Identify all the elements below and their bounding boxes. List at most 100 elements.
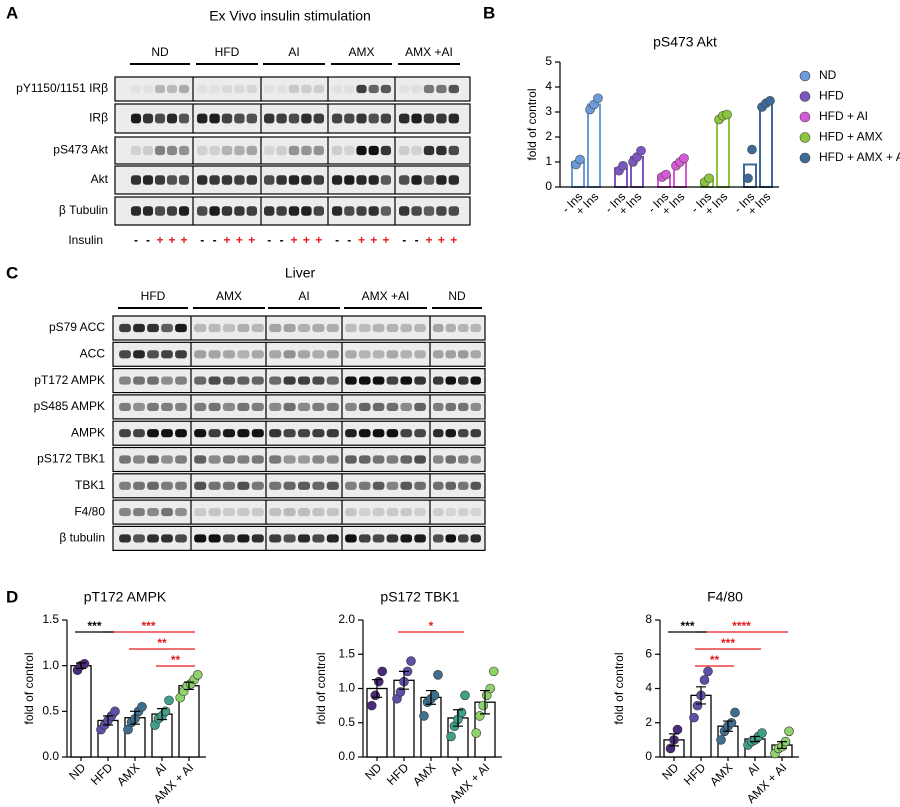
row-label: β tubulin — [59, 531, 105, 545]
blot-band — [414, 323, 426, 333]
data-point — [704, 173, 714, 184]
blot-band — [269, 350, 282, 359]
blot-band — [445, 376, 456, 385]
blot-band — [208, 323, 221, 333]
blot-band — [398, 84, 410, 94]
blot-band — [246, 145, 258, 156]
y-axis-label: fold of control — [525, 88, 539, 160]
blot-band — [380, 113, 392, 124]
blot-band — [161, 376, 173, 385]
blot-band — [301, 113, 312, 124]
blot-band — [175, 508, 187, 517]
blot-band — [237, 508, 250, 517]
legend-marker — [799, 91, 811, 102]
blot-band — [263, 145, 275, 156]
blot-band — [400, 429, 413, 438]
blot-band — [222, 508, 236, 517]
blot-band — [234, 113, 245, 124]
blot-band — [209, 175, 220, 185]
blot-band — [283, 429, 296, 438]
x-tick-label: AI — [447, 760, 465, 778]
blot-band — [222, 455, 236, 464]
data-point — [164, 695, 174, 706]
blot-band — [283, 350, 296, 359]
blot-band — [356, 84, 367, 94]
blot-band — [445, 508, 456, 517]
blot-band — [221, 84, 233, 94]
blot-band — [331, 84, 343, 94]
error-bar — [453, 709, 463, 727]
data-point — [722, 109, 732, 120]
blot-band — [166, 113, 178, 124]
x-tick-label: AI — [744, 760, 762, 778]
data-point — [765, 95, 775, 106]
data-point — [366, 700, 377, 711]
blot-band — [356, 113, 367, 124]
blot-band — [133, 481, 145, 490]
blot-band — [386, 534, 399, 543]
y-tick-label: 2 — [545, 129, 552, 143]
blot-band — [414, 455, 426, 464]
blot-band — [331, 175, 343, 185]
blot-band — [222, 376, 236, 385]
blot-band — [119, 481, 131, 490]
y-tick-label: 1.5 — [42, 612, 59, 626]
data-point — [110, 706, 120, 717]
blot-band — [445, 402, 456, 411]
blot-band — [297, 429, 311, 438]
blot-band — [386, 455, 399, 464]
blot-band — [313, 145, 325, 156]
blot-band — [331, 206, 343, 216]
blot-band — [470, 350, 481, 359]
blot-band — [358, 376, 371, 385]
blot-band — [269, 481, 282, 490]
blot-band — [276, 145, 287, 156]
x-tick-label: AI — [151, 760, 169, 778]
blot-band — [283, 323, 296, 333]
blot-band — [448, 175, 460, 185]
blot-band — [251, 350, 264, 359]
blot-band — [276, 175, 287, 185]
blot-band — [326, 508, 339, 517]
insulin-sign: - — [213, 233, 217, 247]
blot-band — [400, 455, 413, 464]
blot-band — [178, 206, 190, 216]
group-label: AMX — [348, 45, 374, 59]
data-point — [478, 700, 489, 711]
blot-band — [331, 113, 343, 124]
blot-band — [386, 376, 399, 385]
blot-band — [448, 113, 460, 124]
y-tick-label: 4 — [545, 79, 552, 93]
data-point — [575, 154, 585, 165]
blot-band — [222, 534, 236, 543]
blot-band — [386, 508, 399, 517]
insulin-sign: + — [370, 233, 377, 247]
legend-marker — [799, 152, 811, 164]
blot-band — [313, 84, 325, 94]
blot-band — [423, 113, 435, 124]
blot-band — [142, 145, 154, 156]
significance-label: **** — [732, 619, 751, 633]
blot-band — [221, 145, 233, 156]
blot-band — [345, 481, 357, 490]
legend-label: HFD + AMX — [819, 130, 883, 144]
blot-band — [194, 534, 207, 543]
blot-band — [263, 84, 275, 94]
y-axis-label: fold of control — [314, 652, 328, 724]
data-point — [618, 160, 628, 171]
blot-band — [411, 175, 422, 185]
blot-band — [313, 113, 325, 124]
blot-band — [237, 350, 250, 359]
blot-band — [175, 534, 187, 543]
insulin-sign: - — [280, 233, 284, 247]
blot-band — [400, 323, 413, 333]
data-point — [757, 728, 767, 738]
blot-band — [445, 429, 456, 438]
blot-band — [358, 481, 371, 490]
blot-band — [411, 84, 422, 94]
blot-band — [196, 84, 208, 94]
blot-band — [458, 508, 469, 517]
bar — [587, 103, 601, 188]
blot-band — [130, 206, 142, 216]
blot-band — [269, 534, 282, 543]
